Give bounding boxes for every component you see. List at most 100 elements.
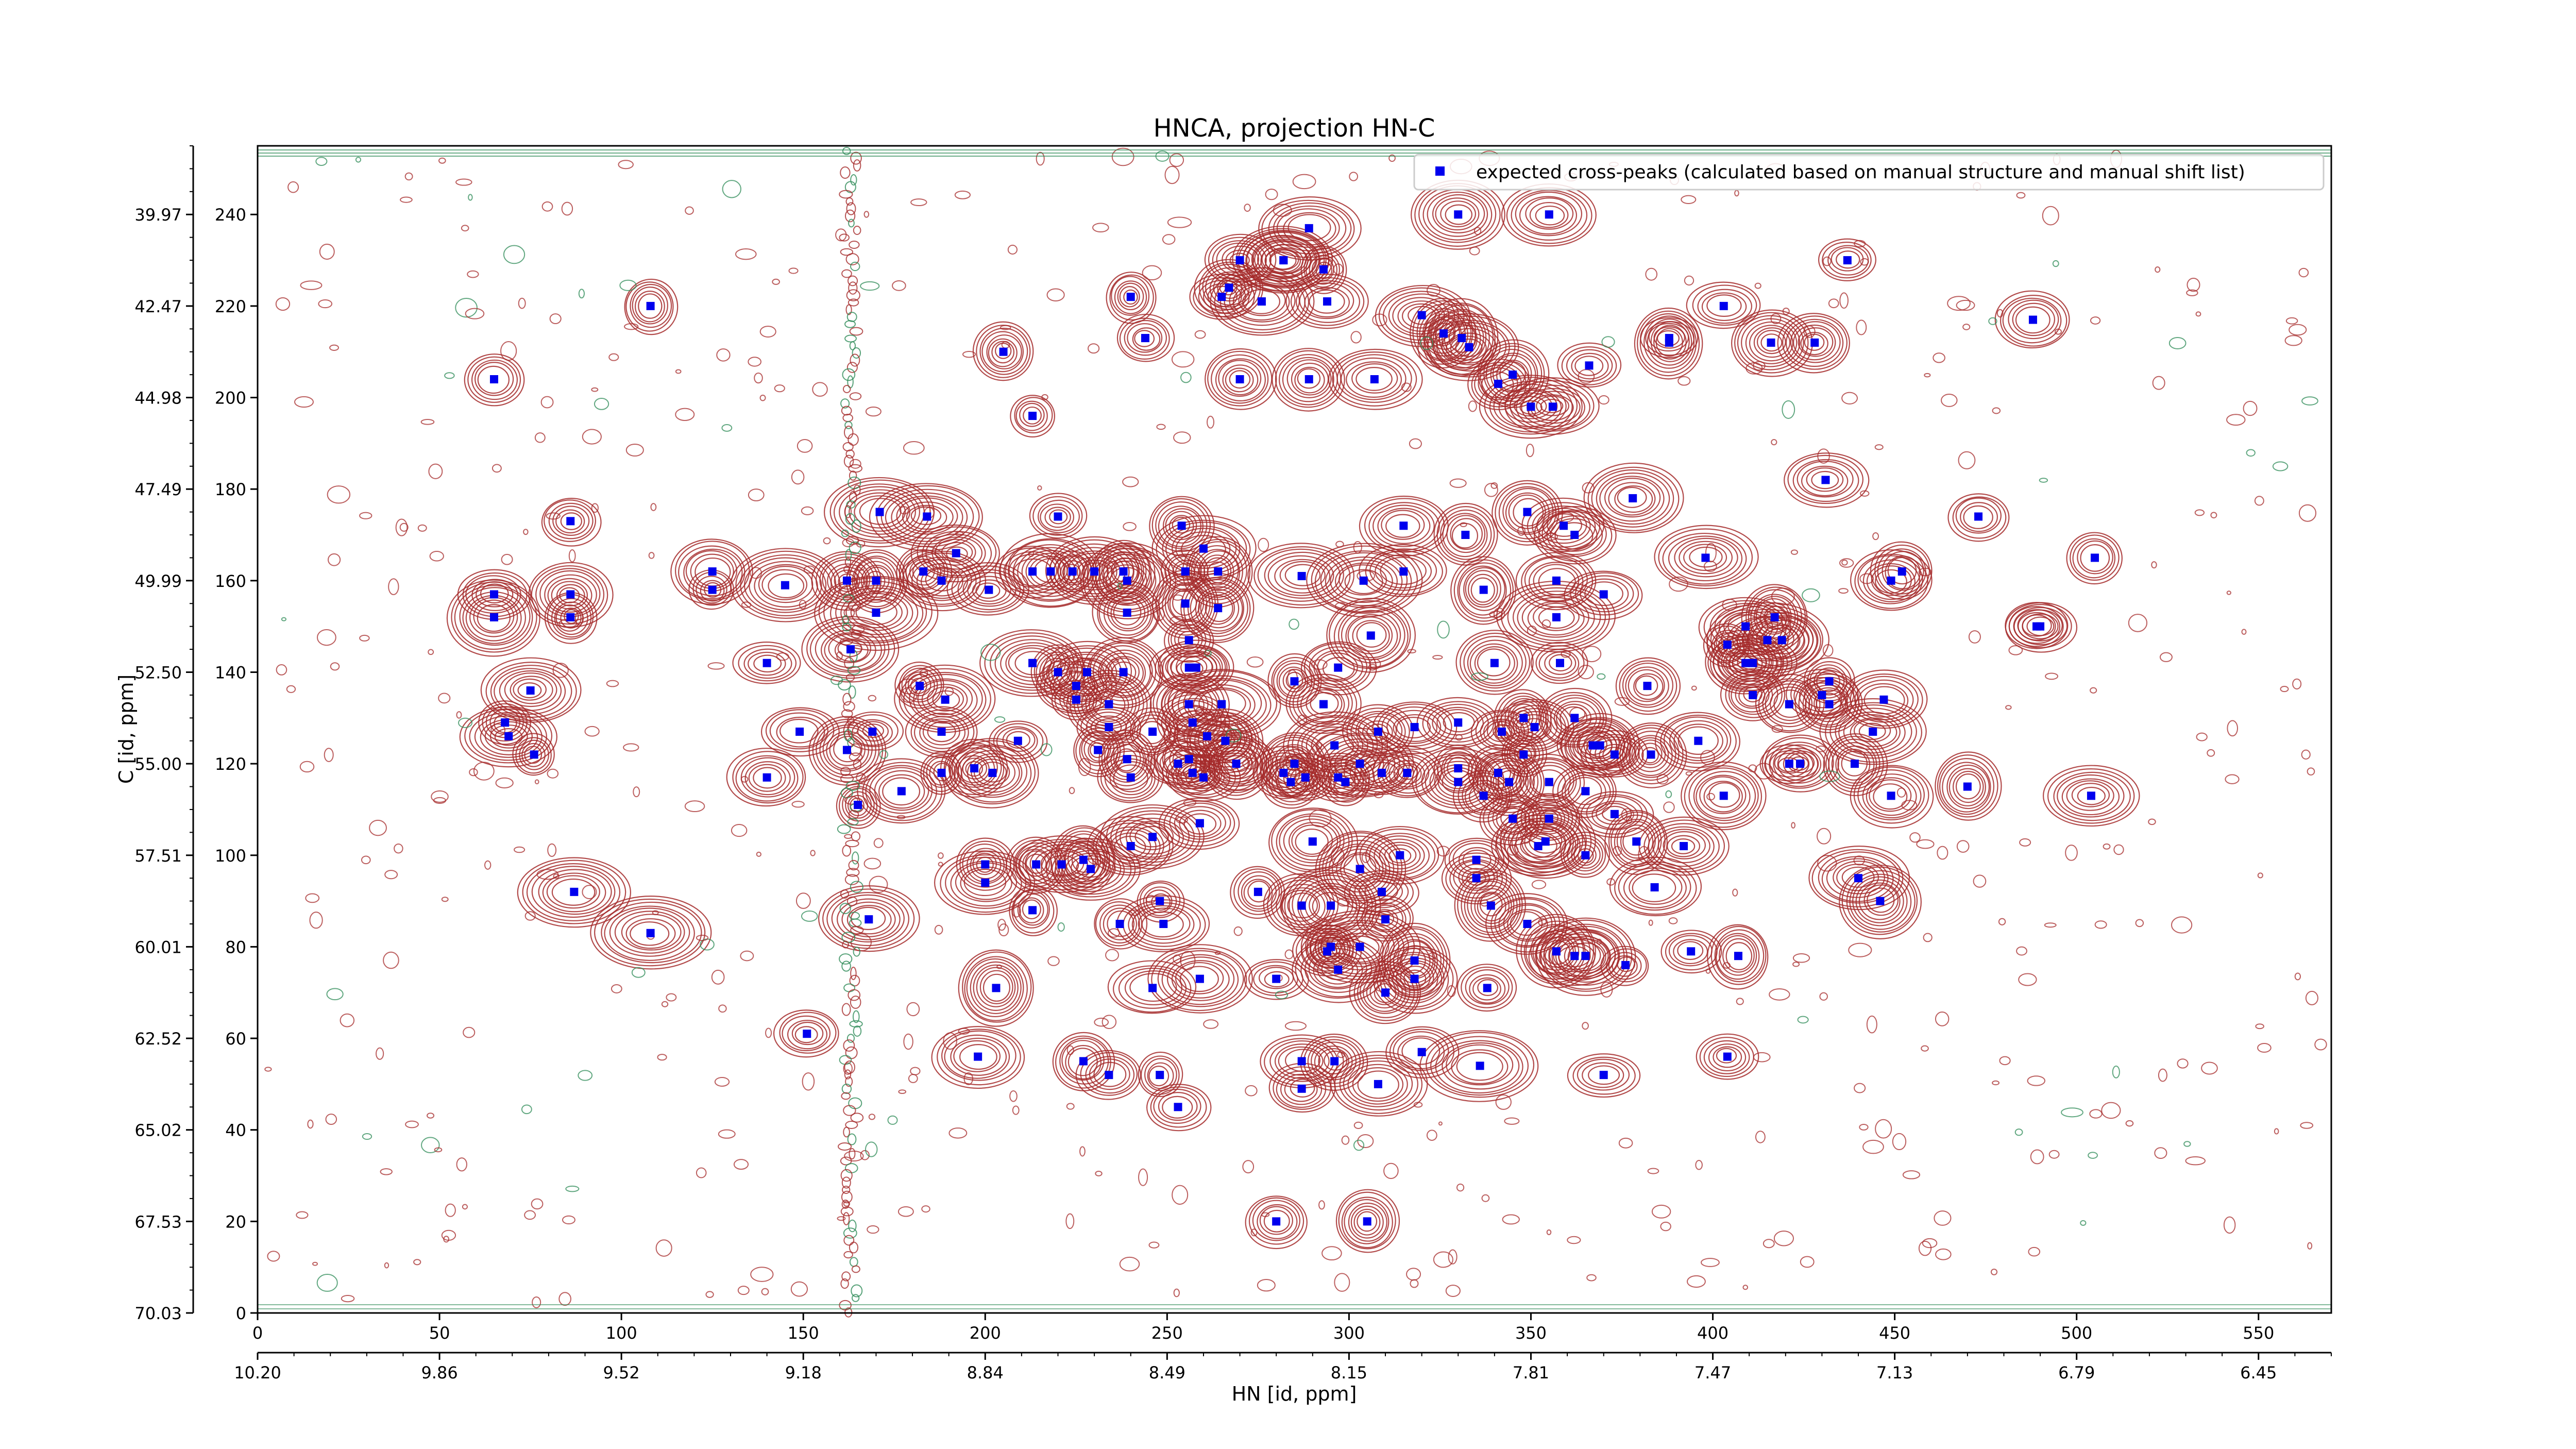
contour-ring: [1499, 361, 1526, 387]
noise-contour: [844, 1150, 864, 1162]
noise-contour: [2314, 1038, 2327, 1051]
peak-contour: [1326, 598, 1416, 673]
x-ppm-tick-label: 7.13: [1876, 1363, 1913, 1383]
peak-contour: [1530, 642, 1588, 684]
cross-peak-marker: [504, 732, 513, 740]
noise-contour: [1651, 1204, 1671, 1219]
peak-contour: [1230, 866, 1285, 919]
contour-ring: [1504, 705, 1566, 750]
cross-peak-marker: [1126, 842, 1135, 850]
contour-ring: [1344, 1199, 1389, 1244]
peak-contour: [1731, 309, 1814, 377]
band-contour: [841, 709, 853, 718]
contour-ring: [1388, 760, 1426, 788]
contour-ring: [1693, 770, 1756, 821]
noise-contour: [1207, 415, 1215, 429]
noise-contour: [445, 1203, 456, 1217]
contour-ring: [683, 548, 743, 597]
contour-ring: [1641, 747, 1659, 764]
contour-ring: [976, 967, 1016, 1007]
contour-ring: [1341, 1197, 1393, 1249]
contour-ring: [1519, 759, 1577, 804]
contour-ring: [1174, 806, 1226, 840]
band-contour: [844, 657, 855, 669]
noise-contour: [1918, 1240, 1932, 1256]
noise-contour: [919, 669, 928, 678]
contour-ring: [885, 492, 968, 542]
noise-contour: [856, 772, 866, 782]
peak-contour: [1205, 348, 1277, 410]
band-contour: [840, 766, 851, 777]
contour-ring: [1080, 542, 1176, 619]
contour-ring: [522, 860, 626, 924]
contour-ring: [1326, 598, 1416, 673]
noise-contour: [1445, 1285, 1461, 1297]
contour-ring: [1287, 892, 1318, 919]
noise-contour: [938, 862, 943, 867]
contour-ring: [981, 331, 1024, 373]
contour-ring: [1195, 586, 1243, 632]
contour-ring: [925, 568, 959, 592]
contour-ring: [1756, 330, 1786, 355]
noise-contour: [1337, 1051, 1345, 1058]
noise-contour: [1909, 832, 1921, 843]
noise-contour: [1819, 992, 1828, 1001]
contour-ring: [1782, 315, 1848, 370]
contour-ring: [1840, 669, 1928, 729]
noise-contour: [1701, 1258, 1720, 1267]
noise-contour: [1349, 172, 1359, 181]
contour-ring: [1453, 559, 1514, 622]
contour-ring: [1092, 820, 1171, 873]
contour-ring: [1504, 698, 1545, 738]
noise-contour: [495, 777, 514, 788]
cross-peak-marker: [501, 718, 510, 727]
contour-ring: [962, 757, 988, 780]
noise-contour: [1685, 771, 1693, 776]
noise-contour: [879, 750, 889, 759]
contour-ring: [1285, 671, 1303, 689]
cross-peak-marker: [1028, 659, 1037, 667]
contour-ring: [1362, 720, 1393, 744]
contour-ring: [836, 898, 901, 940]
noise-contour: [1105, 561, 1118, 569]
noise-contour: [1383, 1162, 1399, 1179]
contour-ring: [1751, 616, 1814, 662]
contour-ring: [564, 609, 579, 624]
noise-contour: [606, 680, 619, 687]
noise-contour: [1214, 951, 1221, 955]
contour-ring: [1536, 808, 1562, 830]
contour-ring: [1359, 544, 1447, 597]
noise-contour: [461, 225, 469, 232]
contour-ring: [1822, 242, 1872, 279]
contour-ring: [1259, 1206, 1293, 1235]
x-tick-label: 50: [429, 1323, 450, 1343]
noise-contour: [903, 1033, 913, 1050]
noise-contour: [860, 1150, 870, 1160]
noise-contour: [1517, 526, 1526, 536]
band-contour: [845, 549, 852, 561]
contour-ring: [1397, 1035, 1445, 1070]
noise-contour: [1170, 616, 1187, 626]
band-contour: [845, 673, 855, 682]
noise-contour: [2018, 973, 2037, 986]
noise-contour: [2257, 1043, 2272, 1053]
noise-contour: [2298, 504, 2317, 522]
contour-ring: [963, 868, 1007, 897]
cross-peak-marker: [1195, 819, 1204, 828]
noise-contour: [2125, 1120, 2134, 1127]
cross-peak-marker: [1665, 334, 1673, 343]
noise-contour: [1956, 299, 1975, 311]
band-contour: [839, 903, 851, 914]
contour-ring: [1777, 313, 1850, 374]
noise-contour: [2016, 192, 2026, 199]
noise-contour: [1203, 1019, 1219, 1029]
contour-ring: [1326, 924, 1395, 967]
contour-ring: [1110, 597, 1146, 630]
contour-ring: [1283, 212, 1336, 246]
contour-ring: [1758, 678, 1821, 732]
contour-ring: [1436, 325, 1501, 368]
x-tick-label: 250: [1151, 1323, 1183, 1343]
cross-peak-marker: [1355, 865, 1364, 873]
noise-contour: [484, 860, 492, 870]
